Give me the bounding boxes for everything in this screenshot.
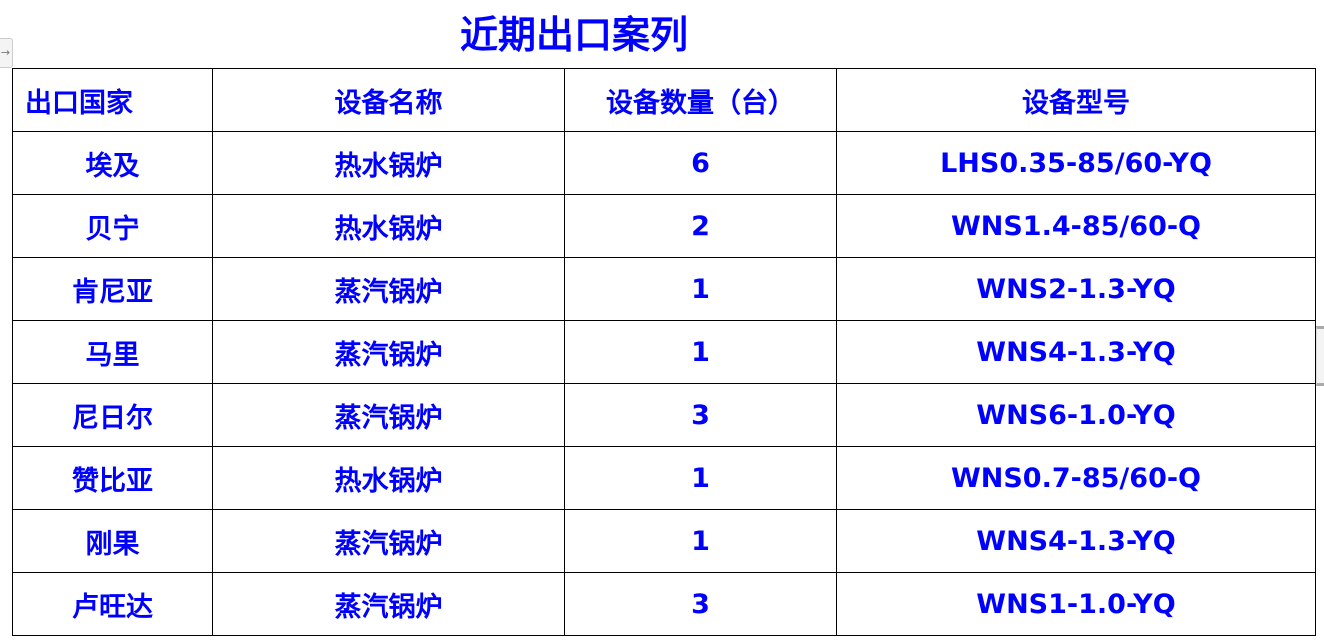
cell-equipment-name: 蒸汽锅炉 <box>212 572 565 636</box>
cell-quantity: 1 <box>564 257 837 321</box>
header-equipment-name: 设备名称 <box>212 68 565 132</box>
table-row: 刚果 蒸汽锅炉 1 WNS4-1.3-YQ <box>12 509 1316 573</box>
cell-quantity: 1 <box>564 509 837 573</box>
table-row: 贝宁 热水锅炉 2 WNS1.4-85/60-Q <box>12 194 1316 258</box>
table-row: 尼日尔 蒸汽锅炉 3 WNS6-1.0-YQ <box>12 383 1316 447</box>
table-row: 肯尼亚 蒸汽锅炉 1 WNS2-1.3-YQ <box>12 257 1316 321</box>
cell-model: LHS0.35-85/60-YQ <box>836 131 1316 195</box>
cell-equipment-name: 蒸汽锅炉 <box>212 509 565 573</box>
page-title: 近期出口案列 <box>459 13 688 57</box>
cell-model: WNS1-1.0-YQ <box>836 572 1316 636</box>
export-cases-table: 出口国家 设备名称 设备数量（台） 设备型号 埃及 热水锅炉 6 LHS0.35-85… <box>12 68 1316 636</box>
cell-equipment-name: 蒸汽锅炉 <box>212 383 565 447</box>
cell-model: WNS4-1.3-YQ <box>836 509 1316 573</box>
cell-model: WNS2-1.3-YQ <box>836 257 1316 321</box>
cell-quantity: 6 <box>564 131 837 195</box>
cell-equipment-name: 蒸汽锅炉 <box>212 257 565 321</box>
resize-handle[interactable] <box>1316 326 1324 386</box>
arrow-right-icon[interactable]: → <box>0 38 13 68</box>
header-model: 设备型号 <box>836 68 1316 132</box>
cell-equipment-name: 热水锅炉 <box>212 194 565 258</box>
cell-country: 赞比亚 <box>12 446 213 510</box>
table-row: 埃及 热水锅炉 6 LHS0.35-85/60-YQ <box>12 131 1316 195</box>
cell-model: WNS0.7-85/60-Q <box>836 446 1316 510</box>
cell-model: WNS1.4-85/60-Q <box>836 194 1316 258</box>
cell-country: 埃及 <box>12 131 213 195</box>
cell-quantity: 3 <box>564 383 837 447</box>
cell-country: 肯尼亚 <box>12 257 213 321</box>
cell-country: 卢旺达 <box>12 572 213 636</box>
cell-quantity: 2 <box>564 194 837 258</box>
cell-country: 刚果 <box>12 509 213 573</box>
cell-equipment-name: 热水锅炉 <box>212 131 565 195</box>
cell-quantity: 1 <box>564 320 837 384</box>
cell-quantity: 1 <box>564 446 837 510</box>
header-quantity: 设备数量（台） <box>564 68 837 132</box>
cell-equipment-name: 蒸汽锅炉 <box>212 320 565 384</box>
table-header-row: 出口国家 设备名称 设备数量（台） 设备型号 <box>12 68 1316 132</box>
cell-country: 尼日尔 <box>12 383 213 447</box>
cell-country: 贝宁 <box>12 194 213 258</box>
table-row: 马里 蒸汽锅炉 1 WNS4-1.3-YQ <box>12 320 1316 384</box>
cell-equipment-name: 热水锅炉 <box>212 446 565 510</box>
cell-model: WNS6-1.0-YQ <box>836 383 1316 447</box>
cell-quantity: 3 <box>564 572 837 636</box>
header-country: 出口国家 <box>12 68 213 132</box>
table-row: 卢旺达 蒸汽锅炉 3 WNS1-1.0-YQ <box>12 572 1316 636</box>
cell-country: 马里 <box>12 320 213 384</box>
cell-model: WNS4-1.3-YQ <box>836 320 1316 384</box>
table-row: 赞比亚 热水锅炉 1 WNS0.7-85/60-Q <box>12 446 1316 510</box>
